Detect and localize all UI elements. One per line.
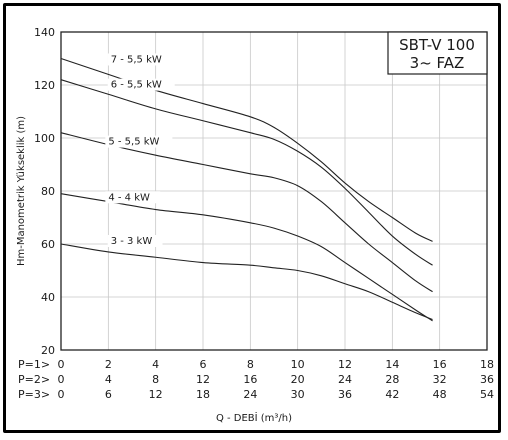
y-tick-label: 120 xyxy=(34,79,55,92)
x-tick-label: 16 xyxy=(433,358,447,371)
x-tick-label: 54 xyxy=(480,388,494,401)
x-axis-row-label: P=2> xyxy=(18,373,50,386)
y-tick-label: 140 xyxy=(34,26,55,39)
curve-labels: 7 - 5,5 kW 6 - 5,5 kW 5 - 5,5 kW 4 - 4 kW 3 … xyxy=(105,53,175,247)
x-tick-label: 12 xyxy=(149,388,163,401)
x-tick-label: 24 xyxy=(243,388,257,401)
curve-label: 7 - 5,5 kW xyxy=(111,54,162,65)
curve-label: 4 - 4 kW xyxy=(108,192,150,203)
x-tick-label: 0 xyxy=(58,388,65,401)
curve-label-bg xyxy=(105,135,173,148)
pump-curve xyxy=(60,132,433,293)
x-tick-label: 30 xyxy=(291,388,305,401)
x-tick-label: 14 xyxy=(385,358,399,371)
x-tick-label: 48 xyxy=(433,388,447,401)
chart-subtitle: 3~ FAZ xyxy=(410,54,465,72)
x-tick-label: 16 xyxy=(243,373,257,386)
x-tick-label: 36 xyxy=(480,373,494,386)
x-tick-label: 0 xyxy=(58,358,65,371)
y-axis-title: Hm-Manometrik Yükseklik (m) xyxy=(16,116,27,266)
x-tick-label: 36 xyxy=(338,388,352,401)
pump-curve xyxy=(60,79,433,266)
pump-curve xyxy=(60,243,433,321)
x-tick-label: 24 xyxy=(338,373,352,386)
x-tick-label: 28 xyxy=(385,373,399,386)
y-tick-labels: 20 40 60 80 100 120 140 xyxy=(34,26,55,357)
pump-curve xyxy=(60,193,433,322)
x-axis-title: Q - DEBİ (m³/h) xyxy=(216,411,292,424)
x-tick-label: 2 xyxy=(105,358,112,371)
x-tick-label: 4 xyxy=(105,373,112,386)
x-tick-label: 12 xyxy=(196,373,210,386)
x-tick-label: 18 xyxy=(196,388,210,401)
curve-label-bg xyxy=(107,53,175,66)
x-tick-label: 4 xyxy=(152,358,159,371)
x-tick-label: 10 xyxy=(291,358,305,371)
y-tick-label: 100 xyxy=(34,132,55,145)
curve-label-bg xyxy=(107,235,163,247)
x-tick-label: 20 xyxy=(291,373,305,386)
y-tick-label: 40 xyxy=(41,291,55,304)
x-tick-label: 6 xyxy=(105,388,112,401)
chart-frame xyxy=(3,3,501,433)
title-box xyxy=(387,31,488,75)
x-axes: P=1> 0 2 4 6 8 10 12 14 16 18P=2> 0 4 8 12 16 20 24 28 32 36… xyxy=(18,358,494,401)
x-tick-label: 6 xyxy=(200,358,207,371)
chart-title: SBT-V 100 xyxy=(399,36,475,54)
curve-label-bg xyxy=(107,78,175,91)
y-tick-label: 80 xyxy=(41,185,55,198)
y-tick-label: 60 xyxy=(41,238,55,251)
x-tick-label: 42 xyxy=(385,388,399,401)
x-tick-label: 8 xyxy=(247,358,254,371)
y-tick-label: 20 xyxy=(41,344,55,357)
curve-label: 3 - 3 kW xyxy=(111,236,153,247)
plot-border xyxy=(60,31,488,351)
curve-label: 5 - 5,5 kW xyxy=(108,137,159,148)
x-tick-label: 8 xyxy=(152,373,159,386)
curve-label: 6 - 5,5 kW xyxy=(111,80,162,91)
x-tick-label: 0 xyxy=(58,373,65,386)
x-tick-label: 12 xyxy=(338,358,352,371)
x-axis-row-label: P=1> xyxy=(18,358,50,371)
x-tick-label: 18 xyxy=(480,358,494,371)
curve-label-bg xyxy=(105,191,161,204)
x-tick-label: 32 xyxy=(433,373,447,386)
x-axis-row-label: P=3> xyxy=(18,388,50,401)
